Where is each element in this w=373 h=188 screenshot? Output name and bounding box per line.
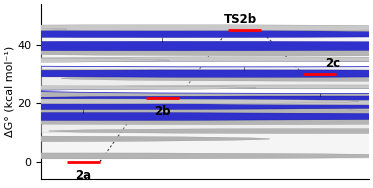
Circle shape bbox=[0, 91, 373, 133]
Y-axis label: ΔG° (kcal mol⁻¹): ΔG° (kcal mol⁻¹) bbox=[4, 46, 14, 137]
Circle shape bbox=[0, 30, 373, 37]
Circle shape bbox=[164, 101, 373, 106]
Circle shape bbox=[0, 92, 373, 98]
Circle shape bbox=[0, 107, 373, 158]
Circle shape bbox=[0, 103, 373, 109]
Circle shape bbox=[0, 153, 373, 159]
Circle shape bbox=[0, 115, 373, 120]
Circle shape bbox=[48, 129, 373, 133]
Circle shape bbox=[61, 76, 373, 81]
Circle shape bbox=[0, 58, 169, 63]
Circle shape bbox=[0, 113, 373, 120]
Circle shape bbox=[0, 61, 373, 67]
Text: TS2b: TS2b bbox=[224, 13, 257, 26]
Circle shape bbox=[0, 99, 359, 104]
Circle shape bbox=[0, 49, 373, 56]
Circle shape bbox=[0, 57, 373, 61]
Text: 2b: 2b bbox=[154, 105, 170, 118]
Circle shape bbox=[0, 26, 67, 32]
Circle shape bbox=[0, 119, 373, 125]
Circle shape bbox=[0, 25, 373, 31]
Circle shape bbox=[319, 58, 373, 63]
Circle shape bbox=[0, 70, 373, 77]
Circle shape bbox=[0, 41, 373, 51]
Circle shape bbox=[0, 86, 256, 90]
Circle shape bbox=[0, 100, 72, 104]
Circle shape bbox=[0, 70, 373, 77]
Text: 2a: 2a bbox=[75, 169, 91, 182]
Circle shape bbox=[0, 90, 373, 97]
Circle shape bbox=[0, 108, 373, 114]
Circle shape bbox=[348, 106, 373, 113]
Circle shape bbox=[162, 100, 373, 105]
Text: 2c: 2c bbox=[325, 57, 340, 70]
Circle shape bbox=[97, 85, 373, 89]
Circle shape bbox=[0, 34, 373, 96]
Circle shape bbox=[33, 88, 373, 93]
Circle shape bbox=[0, 64, 373, 113]
Circle shape bbox=[0, 136, 270, 142]
Circle shape bbox=[257, 26, 373, 32]
Circle shape bbox=[0, 100, 5, 105]
Circle shape bbox=[0, 96, 373, 102]
